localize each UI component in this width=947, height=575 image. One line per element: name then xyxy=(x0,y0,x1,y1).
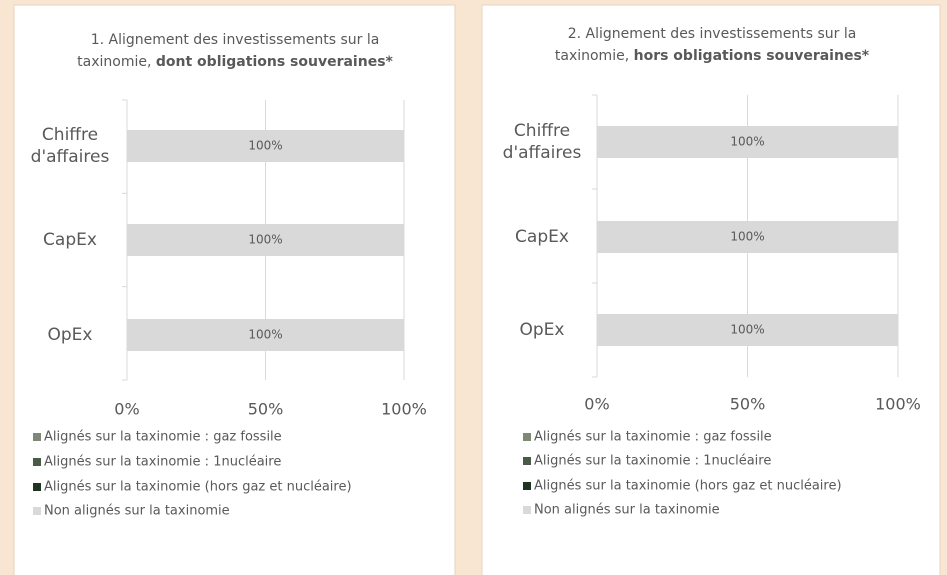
value-label: 100% xyxy=(248,328,282,342)
chart-title: 2. Alignement des investissements sur la xyxy=(568,26,857,42)
legend-swatch xyxy=(33,507,41,515)
legend-label: Alignés sur la taxinomie : gaz fossile xyxy=(44,430,282,445)
chart-title: taxinomie, hors obligations souveraines* xyxy=(555,48,870,64)
bar-segment xyxy=(127,319,404,351)
legend-swatch xyxy=(33,458,41,466)
category-label-line: d'affaires xyxy=(503,143,582,163)
legend-label: Alignés sur la taxinomie : 1nucléaire xyxy=(534,454,771,469)
value-label: 100% xyxy=(730,135,764,149)
bar-segment xyxy=(127,224,404,256)
panel xyxy=(13,4,456,575)
legend-swatch xyxy=(523,482,531,490)
legend-swatch xyxy=(523,457,531,465)
category-label: OpEx xyxy=(520,320,565,340)
legend-swatch xyxy=(523,433,531,441)
value-label: 100% xyxy=(730,323,764,337)
x-tick-label: 0% xyxy=(114,400,139,419)
chart-title-part: taxinomie, xyxy=(555,48,629,64)
value-label: 100% xyxy=(248,233,282,247)
value-label: 100% xyxy=(730,230,764,244)
bar-segment xyxy=(597,126,898,158)
x-tick-label: 50% xyxy=(248,400,284,419)
bar-segment xyxy=(127,130,404,162)
legend-swatch xyxy=(523,506,531,514)
category-label: Chiffre d'affaires xyxy=(31,125,110,167)
panel xyxy=(481,4,941,575)
bar-segment xyxy=(597,221,898,253)
category-label: Chiffre d'affaires xyxy=(503,121,582,163)
value-label: 100% xyxy=(248,139,282,153)
category-label-line: Chiffre xyxy=(514,121,570,141)
chart-title-bold: hors obligations souveraines* xyxy=(634,48,870,64)
x-tick-label: 0% xyxy=(584,395,609,414)
chart-title: taxinomie, dont obligations souveraines* xyxy=(77,54,393,70)
x-tick-label: 100% xyxy=(875,395,921,414)
x-tick-label: 50% xyxy=(730,395,766,414)
chart-title-part: taxinomie, xyxy=(77,54,151,70)
legend-label: Alignés sur la taxinomie : 1nucléaire xyxy=(44,455,281,470)
legend-label: Alignés sur la taxinomie : gaz fossile xyxy=(534,430,772,445)
legend-label: Alignés sur la taxinomie (hors gaz et nu… xyxy=(44,480,352,495)
chart-title-bold: dont obligations souveraines* xyxy=(156,54,394,70)
legend-label: Non alignés sur la taxinomie xyxy=(44,504,230,519)
legend-label: Alignés sur la taxinomie (hors gaz et nu… xyxy=(534,479,842,494)
category-label: OpEx xyxy=(48,325,93,345)
category-label-line: Chiffre xyxy=(42,125,98,145)
category-label: CapEx xyxy=(515,227,569,247)
legend-swatch xyxy=(33,483,41,491)
x-tick-label: 100% xyxy=(381,400,427,419)
bar-segment xyxy=(597,314,898,346)
chart-title: 1. Alignement des investissements sur la xyxy=(91,32,380,48)
category-label-line: d'affaires xyxy=(31,147,110,167)
legend-label: Non alignés sur la taxinomie xyxy=(534,503,720,518)
legend-swatch xyxy=(33,433,41,441)
category-label: CapEx xyxy=(43,230,97,250)
